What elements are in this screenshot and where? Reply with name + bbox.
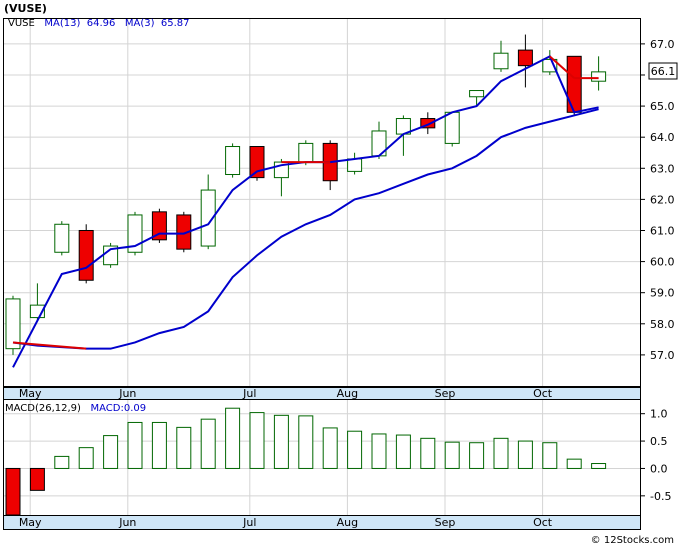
macd-month-label-jun: Jun — [118, 516, 136, 529]
macd-bar — [371, 433, 387, 469]
macd-legend-part: MACD:0.09 — [81, 403, 146, 414]
candle-body — [127, 214, 143, 253]
macd-bar — [517, 440, 533, 469]
macd-bar — [249, 412, 265, 469]
last-price-label: 66.1 — [651, 65, 676, 78]
last-price-box — [648, 62, 678, 80]
price-tick-label: 63.0 — [650, 162, 675, 175]
macd-bar — [5, 467, 21, 516]
legend-part: MA(3) 65.87 — [115, 18, 189, 29]
ma-crossover-segment — [12, 341, 87, 350]
price-tick-label: 64.0 — [650, 131, 675, 144]
candle-body — [225, 146, 241, 176]
candle-body — [469, 90, 485, 98]
month-label-jul: Jul — [242, 387, 256, 400]
candle-body — [200, 189, 216, 247]
candle-body — [420, 118, 436, 129]
macd-bar — [200, 418, 216, 469]
macd-bar — [469, 442, 485, 469]
candle-body — [298, 142, 314, 163]
macd-bar — [78, 447, 94, 469]
macd-bar — [493, 437, 509, 469]
price-tick-label: 61.0 — [650, 224, 675, 237]
macd-bar — [151, 421, 167, 469]
ma-crossover-segment — [549, 55, 575, 79]
macd-bar — [298, 415, 314, 469]
ma-line-ma3 — [12, 108, 599, 350]
candle-body — [54, 223, 70, 253]
month-label-oct: Oct — [533, 387, 553, 400]
macd-tick-label: 1.0 — [650, 408, 668, 421]
candle-body — [347, 158, 363, 172]
macd-bar — [566, 458, 582, 469]
candle-body — [591, 71, 607, 82]
candle-body — [493, 52, 509, 70]
legend-part: MA(13) 64.96 — [35, 18, 116, 29]
macd-month-label-oct: Oct — [533, 516, 553, 529]
month-label-jun: Jun — [118, 387, 136, 400]
macd-bar — [225, 407, 241, 469]
candle-body — [249, 146, 265, 179]
candle-body — [78, 229, 94, 281]
macd-bar — [420, 437, 436, 469]
macd-bar — [127, 421, 143, 469]
macd-tick-label: 0.5 — [650, 435, 668, 448]
macd-tick-label: -0.5 — [650, 490, 671, 503]
month-label-sep: Sep — [435, 387, 456, 400]
price-tick-label: 60.0 — [650, 256, 675, 269]
macd-month-label-jul: Jul — [242, 516, 256, 529]
chart-title: (VUSE) — [4, 2, 47, 15]
macd-legend-part: MACD(26,12,9) — [5, 403, 81, 414]
macd-bar — [347, 430, 363, 469]
candle-body — [176, 214, 192, 250]
macd-legend: MACD(26,12,9) MACD:0.09 — [5, 403, 146, 414]
candle-body — [566, 55, 582, 113]
month-label-aug: Aug — [337, 387, 358, 400]
macd-bar — [395, 434, 411, 469]
copyright: © 12Stocks.com — [590, 535, 674, 546]
price-panel-frame — [3, 18, 641, 387]
price-tick-label: 59.0 — [650, 287, 675, 300]
candle-body — [444, 111, 460, 144]
month-label-may: May — [19, 387, 42, 400]
macd-bar — [444, 441, 460, 469]
legend-part: VUSE — [8, 18, 35, 29]
macd-bar — [29, 467, 45, 491]
price-tick-label: 62.0 — [650, 193, 675, 206]
candle-body — [5, 298, 21, 350]
price-legend: VUSE MA(13) 64.96 MA(3) 65.87 — [8, 18, 190, 29]
macd-bar — [542, 442, 558, 469]
macd-bar — [322, 427, 338, 469]
macd-month-label-aug: Aug — [337, 516, 358, 529]
macd-month-label-may: May — [19, 516, 42, 529]
price-tick-label: 65.0 — [650, 100, 675, 113]
price-tick-label: 58.0 — [650, 318, 675, 331]
price-tick-label: 57.0 — [650, 349, 675, 362]
macd-month-label-sep: Sep — [435, 516, 456, 529]
macd-bar — [591, 463, 607, 469]
macd-bar — [103, 435, 119, 469]
macd-bar — [54, 455, 70, 469]
macd-bar — [273, 414, 289, 469]
macd-tick-label: 0.0 — [650, 462, 668, 475]
candle-body — [517, 49, 533, 67]
macd-bar — [176, 426, 192, 469]
price-tick-label: 67.0 — [650, 38, 675, 51]
macd-month-axis — [3, 515, 641, 530]
